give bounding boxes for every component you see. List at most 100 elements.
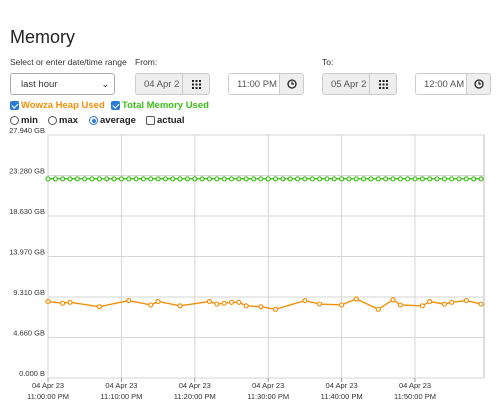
- x-tick-time: 11:00:00 PM: [27, 392, 69, 401]
- radio[interactable]: [10, 116, 19, 125]
- mode-actual-label: actual: [157, 115, 185, 126]
- data-point: [272, 306, 279, 312]
- data-point: [456, 176, 462, 182]
- data-point: [52, 176, 58, 182]
- to-time-field[interactable]: 12:00 AM: [415, 73, 467, 95]
- checkbox[interactable]: [111, 101, 120, 110]
- data-point: [170, 176, 176, 182]
- clock-icon: [473, 79, 484, 89]
- radio[interactable]: [89, 116, 98, 125]
- x-tick-date: 04 Apr 23: [399, 381, 431, 390]
- data-point: [155, 298, 161, 305]
- data-point: [45, 176, 51, 182]
- data-point: [383, 176, 389, 182]
- mode-average-label: average: [100, 115, 136, 126]
- checkbox[interactable]: [146, 116, 155, 125]
- x-tick-date: 04 Apr 23: [179, 381, 211, 390]
- y-tick-label: 4.660 GB: [13, 328, 45, 337]
- data-point: [397, 302, 403, 308]
- data-point: [434, 176, 440, 182]
- data-point: [441, 176, 447, 182]
- to-clock-button[interactable]: [466, 73, 491, 95]
- radio[interactable]: [48, 116, 57, 125]
- data-point: [331, 176, 337, 182]
- data-point: [67, 299, 73, 305]
- toggle-wowza-heap-label: Wowza Heap Used: [21, 100, 105, 111]
- data-point: [67, 176, 73, 182]
- to-calendar-button[interactable]: [369, 73, 397, 95]
- data-point: [126, 297, 132, 304]
- data-point: [375, 306, 381, 312]
- x-tick-time: 11:30:00 PM: [247, 392, 289, 401]
- from-calendar-button[interactable]: [182, 73, 210, 95]
- checkbox[interactable]: [10, 101, 19, 110]
- data-point: [250, 176, 257, 182]
- data-point: [463, 176, 469, 182]
- chevron-down-icon: ⌄: [101, 79, 109, 89]
- data-point: [236, 299, 242, 305]
- x-tick-time: 11:20:00 PM: [174, 392, 216, 401]
- from-clock-button[interactable]: [279, 73, 304, 95]
- data-point: [478, 176, 484, 182]
- data-point: [397, 176, 403, 182]
- x-tick-date: 04 Apr 23: [326, 381, 358, 390]
- data-point: [309, 176, 315, 182]
- data-point: [243, 176, 249, 182]
- y-tick-label: 13.970 GB: [9, 248, 45, 257]
- range-label: Select or enter date/time range: [10, 57, 127, 67]
- range-select[interactable]: last hour ⌄: [10, 73, 115, 95]
- to-date-field[interactable]: 05 Apr 2: [322, 73, 370, 95]
- data-point: [353, 296, 359, 302]
- data-point: [104, 176, 110, 182]
- y-tick-label: 0.000 B: [19, 369, 45, 378]
- series-line: [47, 298, 482, 311]
- data-point: [206, 176, 213, 182]
- mode-average[interactable]: average: [89, 115, 136, 126]
- data-point: [280, 176, 286, 182]
- x-tick-time: 11:40:00 PM: [321, 392, 363, 401]
- mode-max[interactable]: max: [48, 115, 78, 126]
- data-point: [427, 298, 433, 305]
- data-point: [419, 303, 425, 309]
- data-point: [405, 176, 411, 182]
- mode-max-label: max: [59, 115, 79, 126]
- x-tick-date: 04 Apr 23: [105, 381, 137, 390]
- data-point: [427, 176, 433, 182]
- toggle-total-memory[interactable]: Total Memory Used: [111, 100, 209, 111]
- toggle-wowza-heap[interactable]: Wowza Heap Used: [10, 100, 105, 111]
- data-point: [449, 299, 455, 305]
- data-point: [243, 303, 249, 309]
- data-point: [302, 297, 308, 304]
- data-point: [89, 176, 95, 182]
- data-point: [258, 176, 264, 182]
- data-point: [162, 176, 169, 182]
- data-point: [361, 176, 367, 182]
- toggle-total-memory-label: Total Memory Used: [122, 100, 209, 111]
- from-date-field[interactable]: 04 Apr 2: [135, 73, 183, 95]
- data-point: [316, 301, 323, 307]
- data-point: [74, 176, 80, 182]
- data-point: [111, 176, 117, 182]
- data-point: [60, 300, 66, 306]
- data-point: [316, 176, 323, 182]
- data-point: [228, 299, 235, 305]
- calendar-grid-icon: [378, 79, 388, 89]
- from-label: From:: [135, 57, 158, 67]
- data-point: [324, 176, 330, 182]
- data-point: [184, 176, 191, 182]
- data-point: [441, 301, 447, 307]
- data-point: [221, 300, 227, 306]
- data-point: [375, 176, 381, 182]
- plot-area: [47, 134, 485, 379]
- data-point: [82, 176, 88, 182]
- data-point: [346, 176, 352, 182]
- data-point: [265, 176, 271, 182]
- data-point: [126, 176, 132, 182]
- data-point: [177, 303, 183, 309]
- mode-min[interactable]: min: [10, 115, 38, 126]
- from-time-field[interactable]: 11:00 PM: [228, 73, 280, 95]
- data-point: [339, 302, 345, 308]
- mode-actual[interactable]: actual: [146, 115, 184, 126]
- data-point: [390, 176, 396, 182]
- data-point: [471, 176, 477, 182]
